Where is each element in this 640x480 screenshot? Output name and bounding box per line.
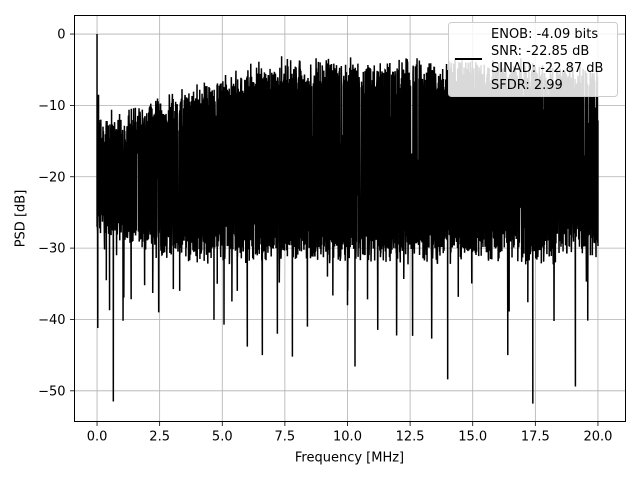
x-axis-label: Frequency [MHz]	[295, 451, 404, 466]
x-tick-label: 10.0	[333, 430, 362, 445]
legend-entry-line-1: ENOB: -4.09 bits	[491, 27, 598, 42]
x-tick-label: 2.5	[149, 430, 170, 445]
y-tick-label: −10	[38, 99, 65, 114]
legend-entry-line-2: SNR: -22.85 dB	[491, 44, 589, 59]
x-tick-label: 20.0	[583, 430, 612, 445]
x-tick-label: 0.0	[87, 430, 108, 445]
psd-series-line	[96, 34, 599, 404]
x-ticks-layer: 0.0 2.5 5.0 7.5 10.0 12.5 15.0 17.5 20.0	[87, 421, 612, 445]
y-tick-label: −20	[38, 170, 65, 185]
y-tick-label: −40	[38, 313, 65, 328]
series-layer	[96, 34, 599, 404]
x-tick-label: 12.5	[396, 430, 425, 445]
legend: ENOB: -4.09 bits SNR: -22.85 dB SINAD: -…	[448, 22, 618, 97]
x-tick-label: 17.5	[521, 430, 550, 445]
y-tick-label: 0	[57, 28, 65, 43]
y-axis-label: PSD [dB]	[14, 190, 29, 248]
legend-box	[448, 22, 618, 97]
y-tick-label: −30	[38, 242, 65, 257]
x-tick-label: 5.0	[212, 430, 233, 445]
y-tick-label: −50	[38, 384, 65, 399]
x-tick-label: 7.5	[275, 430, 296, 445]
legend-entry-line-3: SINAD: -22.87 dB	[491, 61, 603, 76]
legend-entry-line-4: SFDR: 2.99	[491, 78, 563, 93]
plot-frame	[74, 15, 626, 422]
y-ticks-layer: 0 −10 −20 −30 −40 −50	[38, 28, 75, 399]
x-tick-label: 15.0	[458, 430, 487, 445]
